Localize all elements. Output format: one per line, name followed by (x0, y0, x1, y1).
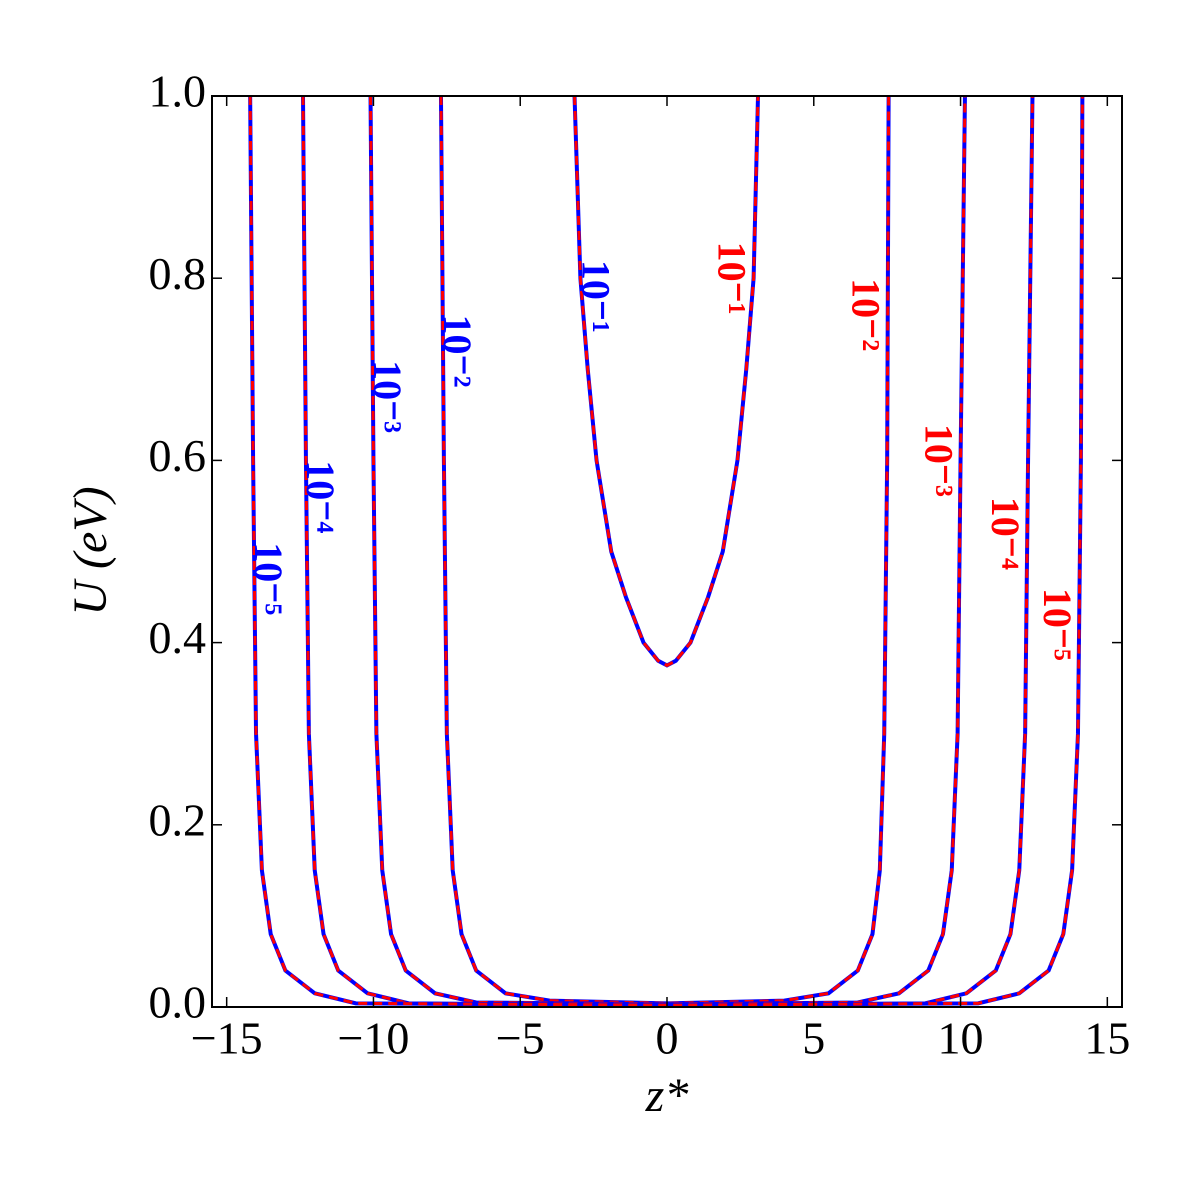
y-tick-label: 0.2 (149, 794, 207, 845)
y-tick-label: 0.0 (149, 977, 207, 1028)
contour-label: 10⁻¹ (709, 242, 754, 315)
contour-label: 10⁻⁴ (298, 460, 343, 533)
contour-label: 10⁻² (435, 315, 480, 388)
x-tick-label: −5 (496, 1013, 545, 1064)
contour-label: 10⁻³ (916, 424, 961, 497)
y-tick-label: 0.6 (149, 430, 207, 481)
x-tick-label: 0 (656, 1013, 679, 1064)
contour-label: 10⁻¹ (574, 260, 619, 333)
x-tick-label: −10 (337, 1013, 409, 1064)
x-tick-label: 5 (802, 1013, 825, 1064)
contour-label: 10⁻⁴ (983, 497, 1028, 570)
x-tick-label: 10 (938, 1013, 984, 1064)
y-tick-label: 1.0 (149, 66, 207, 117)
contour-label: 10⁻² (844, 278, 889, 351)
x-axis-label: z* (645, 1069, 689, 1122)
x-tick-label: −15 (191, 1013, 263, 1064)
contour-label: 10⁻⁵ (246, 542, 291, 615)
y-tick-label: 0.4 (149, 612, 207, 663)
contour-label: 10⁻³ (365, 360, 410, 433)
y-axis-label: U (eV) (64, 486, 117, 615)
contour-line-dashed (439, 95, 891, 1005)
contour-line-dashed (573, 95, 760, 668)
x-tick-label: 15 (1084, 1013, 1130, 1064)
contour-label: 10⁻⁵ (1035, 588, 1080, 661)
y-tick-label: 0.8 (149, 248, 207, 299)
